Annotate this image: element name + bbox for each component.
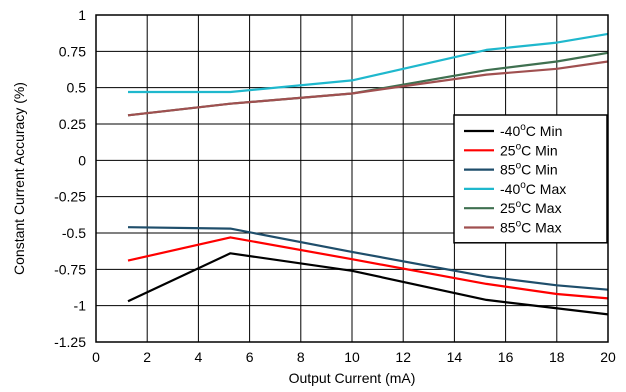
series-lines <box>127 32 609 316</box>
legend-label: -40oC Max <box>500 180 566 197</box>
x-tick-label: 2 <box>143 349 151 365</box>
y-tick-label: -0.25 <box>54 189 86 205</box>
series-line <box>127 252 609 316</box>
y-tick-label: 0.25 <box>59 116 86 132</box>
series-line <box>127 236 609 300</box>
x-tick-label: 10 <box>344 349 360 365</box>
x-tick-label: 0 <box>92 349 100 365</box>
x-axis-title: Output Current (mA) <box>289 370 416 386</box>
series-line <box>127 60 609 117</box>
x-tick-label: 14 <box>447 349 463 365</box>
x-tick-label: 20 <box>600 349 616 365</box>
y-tick-label: -1.25 <box>54 334 86 350</box>
y-tick-labels: 1 0.75 0.5 0.25 0 -0.25 -0.5 -0.75 -1 -1.25 <box>54 7 86 350</box>
legend-label: 85oC Min <box>500 161 558 178</box>
x-tick-label: 16 <box>498 349 514 365</box>
y-tick-label: -1 <box>74 298 87 314</box>
x-tick-label: 8 <box>297 349 305 365</box>
legend-label: 25oC Max <box>500 199 562 216</box>
y-tick-label: 0 <box>78 152 86 168</box>
plot-frame <box>95 14 609 343</box>
legend-label: 25oC Min <box>500 141 558 158</box>
y-tick-label: -0.5 <box>62 225 86 241</box>
legend: -40oC Min 25oC Min 85oC Min -40oC Max 25oC M… <box>453 114 608 244</box>
y-tick-label: 1 <box>78 7 86 23</box>
legend-label: 85oC Max <box>500 219 562 236</box>
y-tick-label: 0.5 <box>67 80 87 96</box>
x-tick-label: 6 <box>246 349 254 365</box>
series-line <box>128 32 609 94</box>
y-axis-title: Constant Current Accuracy (%) <box>11 82 27 275</box>
series-line <box>127 51 609 117</box>
x-tick-label: 4 <box>195 349 203 365</box>
x-tick-label: 12 <box>395 349 411 365</box>
legend-box <box>453 114 608 244</box>
x-tick-labels: 0 2 4 6 8 10 12 14 16 18 20 <box>92 349 616 365</box>
series-line <box>127 226 609 291</box>
legend-label: -40oC Min <box>500 122 562 139</box>
y-tick-label: -0.75 <box>54 261 86 277</box>
y-tick-label: 0.75 <box>59 43 86 59</box>
x-tick-label: 18 <box>549 349 565 365</box>
